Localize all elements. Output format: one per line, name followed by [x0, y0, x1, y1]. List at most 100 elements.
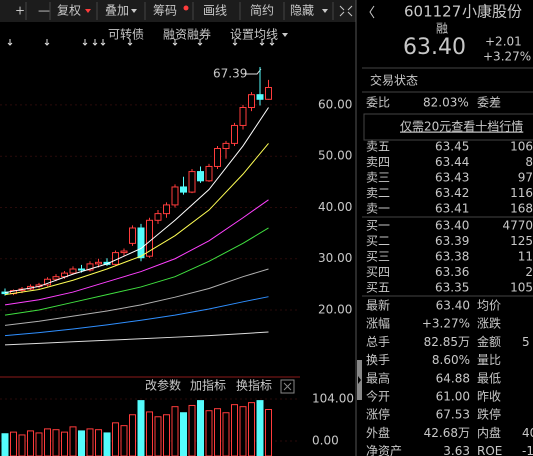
volume-bar [222, 412, 230, 456]
signal-marker [100, 39, 106, 46]
indicator-button[interactable]: 加指标 [190, 378, 226, 393]
change-pct: +3.27% [483, 50, 531, 64]
volume-bar [180, 412, 187, 456]
toolbar-button[interactable]: 简约 [250, 3, 274, 18]
stat-value: 67.53 [436, 408, 470, 422]
chart-link[interactable]: 可转债 [108, 27, 144, 42]
stat-value: 63.40 [436, 299, 470, 313]
candle-body [1, 291, 9, 295]
book-volume: 11 [518, 250, 533, 264]
book-volume: 116 [510, 186, 533, 200]
volume-bar [52, 429, 60, 456]
book-price: 63.38 [435, 250, 469, 264]
stat-value: +3.27% [422, 317, 470, 331]
moving-average [4, 268, 269, 326]
stock-code: 601127 [404, 3, 461, 21]
stat-label: 最高 [366, 370, 390, 385]
book-price: 63.44 [435, 155, 469, 169]
stat-label: 净资产 [366, 444, 402, 456]
close-box[interactable] [280, 379, 295, 394]
candle-body [180, 186, 187, 193]
candle-body [239, 106, 247, 126]
grip-arrow [358, 376, 361, 384]
volume-bar [248, 402, 255, 456]
toolbar-button[interactable]: 隐藏 [290, 4, 314, 18]
stat-label: 量比 [477, 353, 501, 367]
volume-bar [146, 411, 153, 456]
volume-bar [86, 428, 94, 456]
candle-body [78, 268, 85, 271]
y-tick-label: 104.00 [312, 392, 354, 406]
volume-bar [103, 432, 111, 456]
toolbar-button[interactable]: 复权 [57, 4, 81, 18]
candle-body [137, 227, 145, 259]
back-icon[interactable] [369, 5, 375, 19]
indicator-button[interactable]: 换指标 [236, 378, 272, 393]
book-price: 63.43 [435, 171, 469, 185]
signal-marker [232, 39, 238, 46]
toolbar-button[interactable]: + [15, 4, 25, 18]
stat-value: 8.60% [432, 353, 470, 367]
weicha-label: 委差 [477, 96, 501, 110]
indicator-button[interactable]: 改参数 [145, 378, 181, 393]
y-tick-label: 50.00 [318, 149, 352, 163]
volume-bar [205, 410, 213, 456]
signal-marker [7, 39, 13, 46]
candle-body [265, 87, 272, 100]
signal-marker [259, 39, 265, 46]
toolbar-separators [25, 2, 334, 20]
toolbar-button[interactable]: — [38, 4, 50, 18]
expand-icon[interactable] [339, 5, 353, 17]
book-volume: 168 [510, 202, 533, 216]
close-icon[interactable] [283, 382, 292, 391]
stat-value: 42.68万 [424, 426, 470, 440]
stat-label: 总手 [366, 335, 390, 349]
volume-bar [171, 406, 179, 456]
banner-box[interactable] [363, 113, 533, 141]
stat-label: 外盘 [366, 425, 390, 440]
candle-body [231, 124, 238, 144]
book-volume: 125 [510, 234, 533, 248]
chart-link[interactable]: 融资融券 [163, 27, 211, 42]
volume-bar [214, 408, 221, 456]
toolbar [0, 0, 356, 22]
candle-body [205, 165, 213, 182]
signal-marker [82, 39, 88, 46]
moving-average [4, 296, 269, 337]
book-volume: 106 [510, 140, 533, 154]
stock-name: 小康股份 [462, 3, 522, 21]
toolbar-button[interactable]: 画线 [203, 4, 227, 18]
book-price: 63.35 [435, 281, 469, 295]
candle-body [120, 250, 128, 254]
volume-bar [256, 400, 264, 456]
book-price: 63.40 [435, 219, 469, 233]
chart-link[interactable]: 设置均线 [230, 28, 278, 42]
volume-bar [61, 431, 68, 456]
candle-body [95, 261, 102, 265]
stat-value: -1 [522, 444, 533, 456]
candle-body [86, 263, 94, 271]
toolbar-button[interactable]: 筹码 [153, 4, 177, 18]
book-price: 63.36 [435, 265, 469, 279]
status: 交易状态 [370, 73, 418, 88]
banner[interactable]: 仅需20元查看十档行情 [400, 120, 523, 134]
signal-marker [44, 39, 50, 46]
candle-body [146, 219, 153, 257]
y-tick-label: 0.00 [312, 434, 339, 448]
book-price: 63.45 [435, 140, 469, 154]
book-label: 卖二 [366, 186, 390, 200]
y-tick-label: 30.00 [318, 251, 352, 265]
stat-label: 换手 [366, 353, 390, 367]
volume-bar [154, 416, 162, 456]
candle-body [129, 227, 136, 244]
book-label: 买三 [366, 250, 390, 264]
stat-value: 82.85万 [424, 335, 470, 349]
toolbar-button[interactable]: 叠加 [105, 4, 129, 18]
moving-average [4, 107, 269, 294]
book-label: 买二 [366, 234, 390, 248]
volume-bar [69, 426, 77, 456]
book-volume: 97 [518, 171, 533, 185]
candle-body [52, 276, 60, 280]
stat-value: 64.88 [436, 371, 470, 385]
